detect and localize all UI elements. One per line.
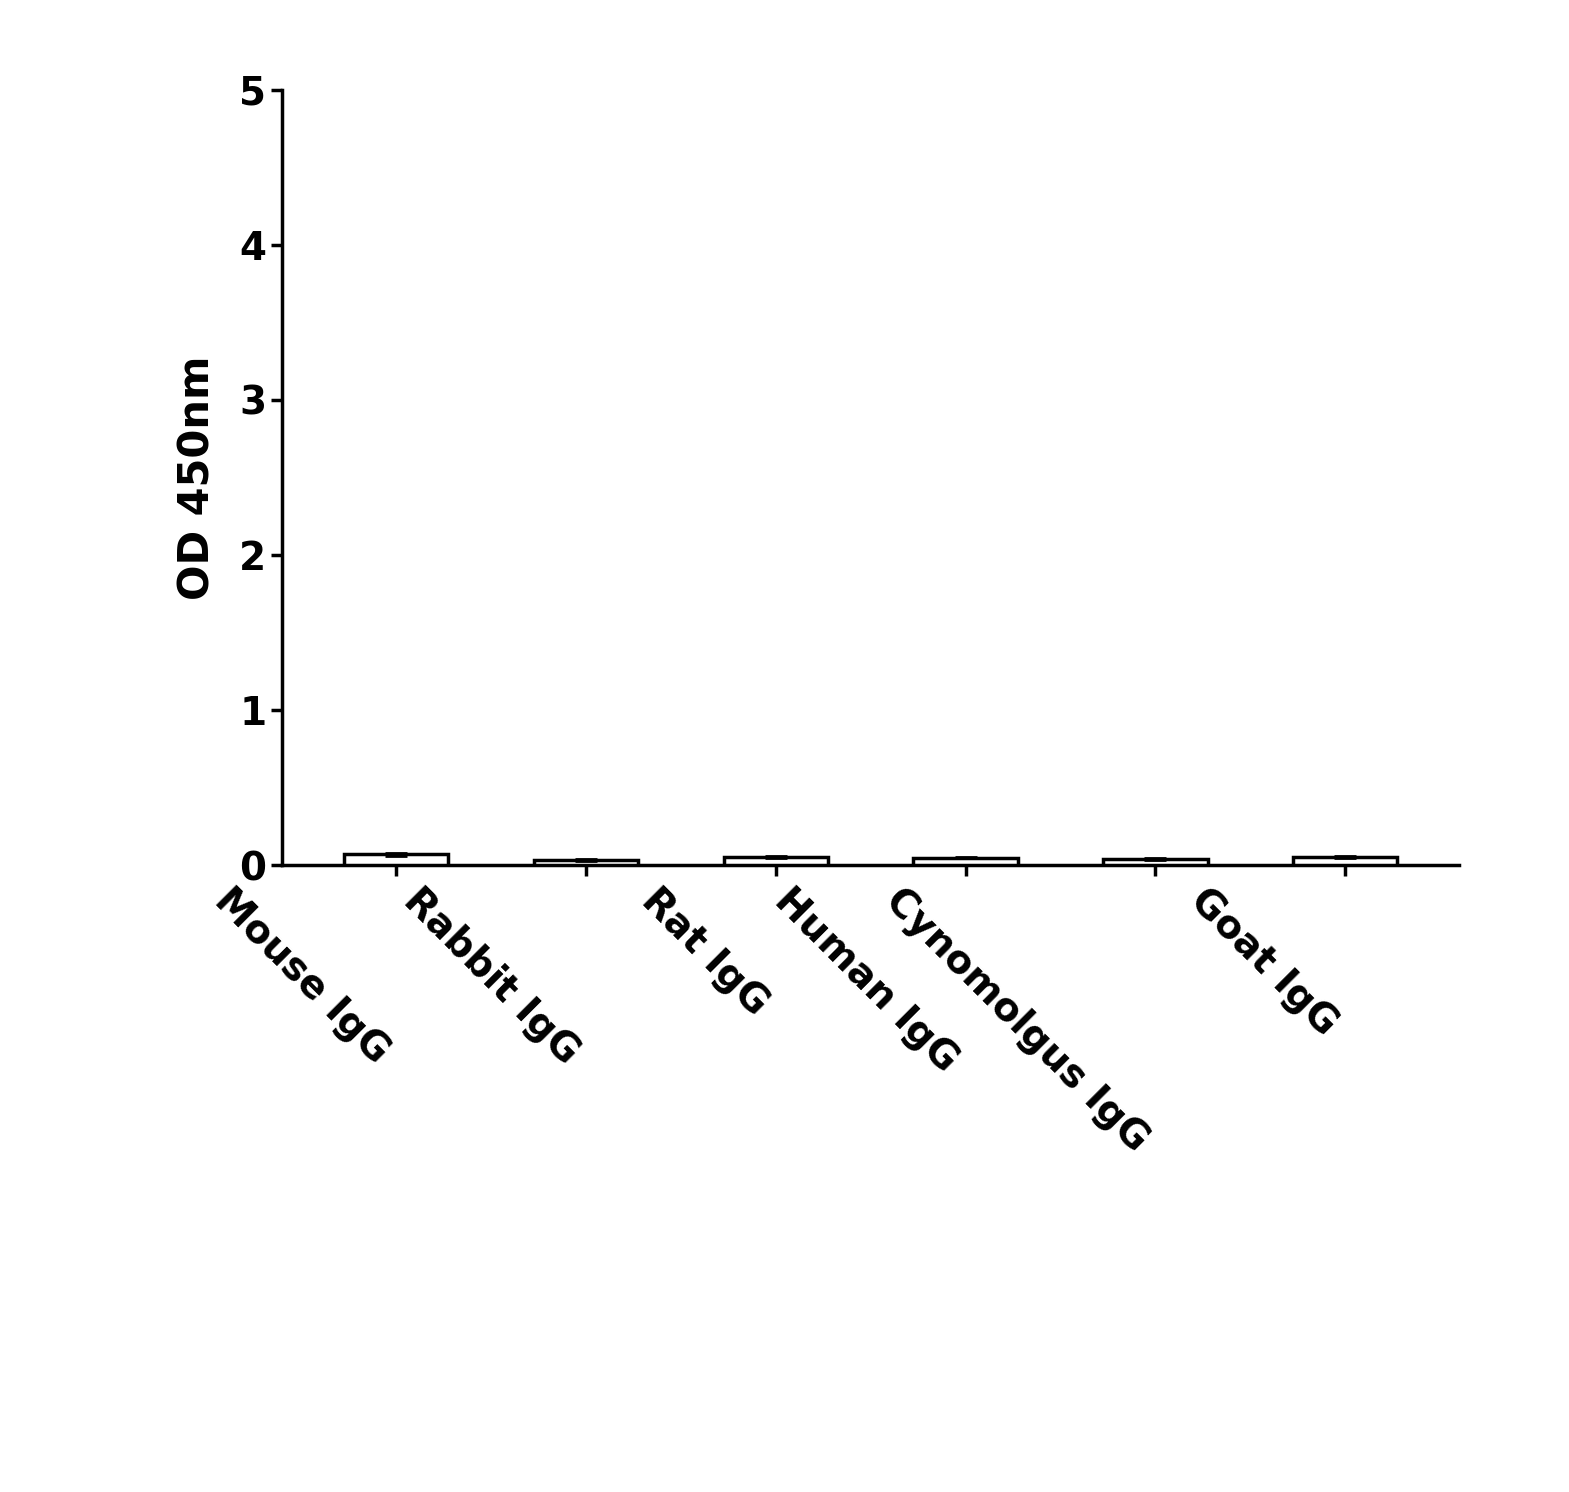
Bar (913, 858, 1018, 865)
Y-axis label: OD 450nm: OD 450nm (176, 355, 218, 600)
Bar (1293, 856, 1398, 865)
Bar (344, 855, 449, 865)
Bar (723, 856, 828, 865)
Bar (533, 859, 639, 865)
Bar (1103, 859, 1208, 865)
